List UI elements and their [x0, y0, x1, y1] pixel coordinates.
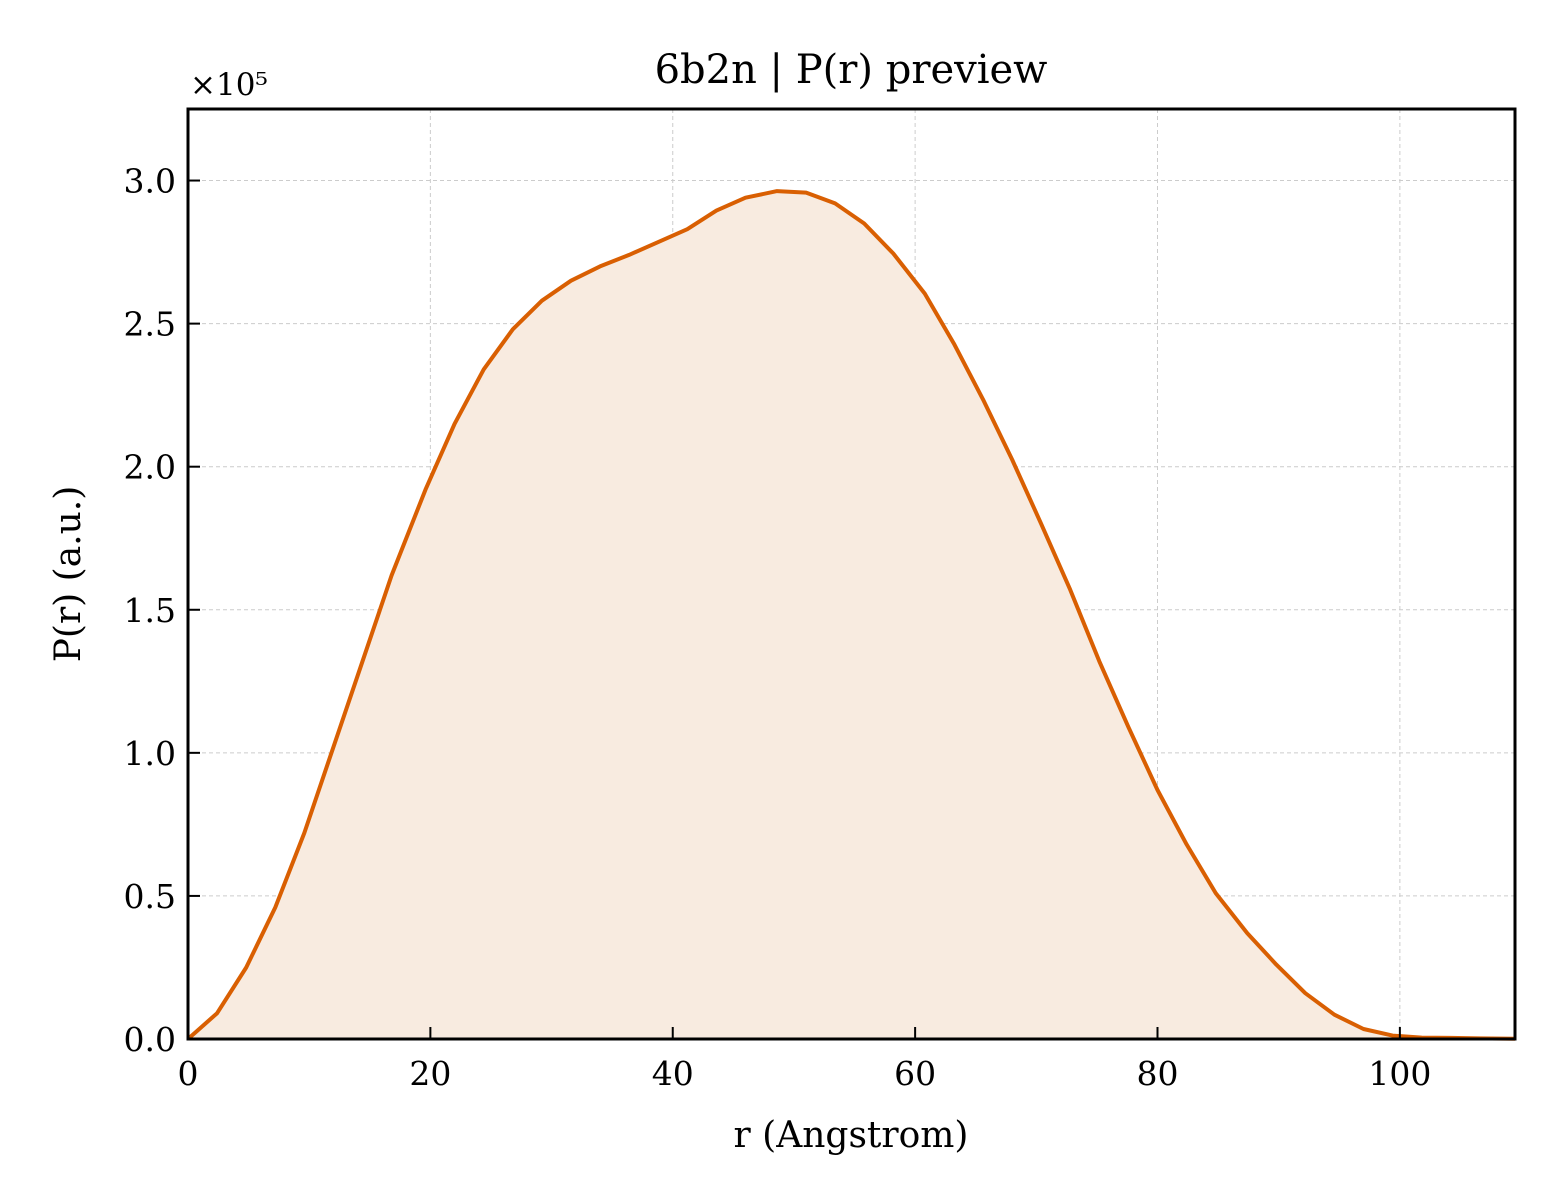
x-tick-label: 80	[1136, 1054, 1178, 1093]
plot-frame	[186, 107, 1517, 1041]
y-tick-label: 0.0	[124, 1020, 176, 1059]
x-tick-label: 60	[894, 1054, 936, 1093]
pr-area-fill	[188, 191, 1515, 1040]
x-tick-label: 100	[1368, 1054, 1431, 1093]
pr-series-line	[186, 189, 1516, 1041]
y-tick-label: 1.0	[124, 734, 176, 773]
x-tick-label: 40	[652, 1054, 694, 1093]
x-axis-label: r (Angstrom)	[734, 1115, 969, 1156]
y-tick-label: 0.5	[124, 877, 176, 916]
y-axis-label: P(r) (a.u.)	[48, 486, 89, 663]
y-tick-label: 2.5	[124, 305, 176, 344]
x-tick-label: 20	[409, 1054, 451, 1093]
x-tick-label: 0	[178, 1054, 199, 1093]
y-tick-label: 1.5	[124, 591, 176, 630]
chart-title: 6b2n | P(r) preview	[655, 47, 1048, 93]
y-axis-multiplier: ×10⁵	[190, 67, 268, 103]
y-tick-label: 2.0	[124, 448, 176, 487]
y-tick-label: 3.0	[124, 162, 176, 201]
